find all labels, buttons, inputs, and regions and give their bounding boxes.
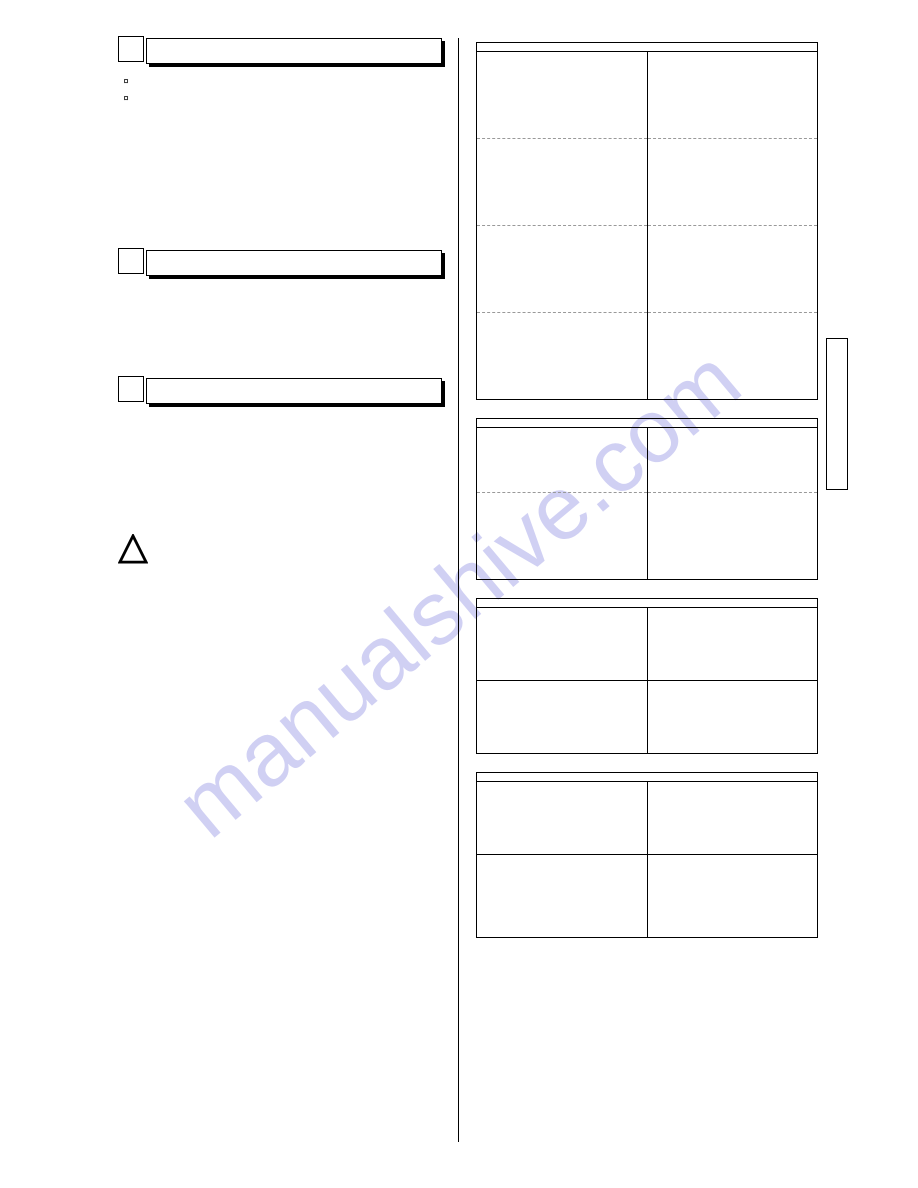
bullet-icon: ¤	[118, 93, 134, 104]
t3r1c2	[647, 608, 818, 681]
heading-2-bar	[146, 250, 442, 276]
bullet-1: ¤	[118, 76, 442, 87]
spacer	[118, 112, 442, 250]
column-divider	[458, 38, 459, 1142]
caution-block	[118, 534, 442, 564]
spacer	[118, 416, 442, 534]
t2r1c1	[477, 428, 648, 493]
t1r3c1	[477, 226, 648, 313]
t1-h1	[477, 43, 818, 52]
heading-1-bar	[146, 38, 442, 64]
t1r4c1	[477, 313, 648, 400]
t4r2c1	[477, 855, 648, 938]
spacer	[118, 288, 442, 378]
t1r4c2	[647, 313, 818, 400]
t2r2c1	[477, 493, 648, 580]
t3r2c2	[647, 681, 818, 754]
side-tab	[826, 338, 848, 490]
t2r2c2	[647, 493, 818, 580]
t3r1c1	[477, 608, 648, 681]
heading-3-number	[118, 376, 144, 402]
heading-1-number	[118, 36, 144, 62]
t1r1c1	[477, 52, 648, 139]
t3-h1	[477, 599, 818, 608]
heading-2-number	[118, 248, 144, 274]
t4-h1	[477, 773, 818, 782]
t3r2c1	[477, 681, 648, 754]
t2-h1	[477, 419, 818, 428]
heading-3	[118, 378, 442, 406]
table-1	[476, 42, 818, 400]
caution-triangle-icon	[118, 534, 148, 564]
heading-3-bar	[146, 378, 442, 404]
t4r2c2	[647, 855, 818, 938]
t1r1c2	[647, 52, 818, 139]
heading-2	[118, 250, 442, 278]
t1r2c2	[647, 139, 818, 226]
left-column: ¤ ¤	[118, 38, 442, 572]
table-4	[476, 772, 818, 938]
right-column	[476, 38, 818, 956]
page: manualshive.com ¤ ¤	[0, 0, 918, 1188]
t4r1c1	[477, 782, 648, 855]
t2r1c2	[647, 428, 818, 493]
bullet-1-text	[140, 76, 442, 87]
bullet-2-text	[140, 93, 442, 104]
bullet-2: ¤	[118, 93, 442, 104]
heading-1	[118, 38, 442, 66]
table-3	[476, 598, 818, 754]
table-2	[476, 418, 818, 580]
t4r1c2	[647, 782, 818, 855]
bullet-icon: ¤	[118, 76, 134, 87]
t1r2c1	[477, 139, 648, 226]
t1r3c2	[647, 226, 818, 313]
